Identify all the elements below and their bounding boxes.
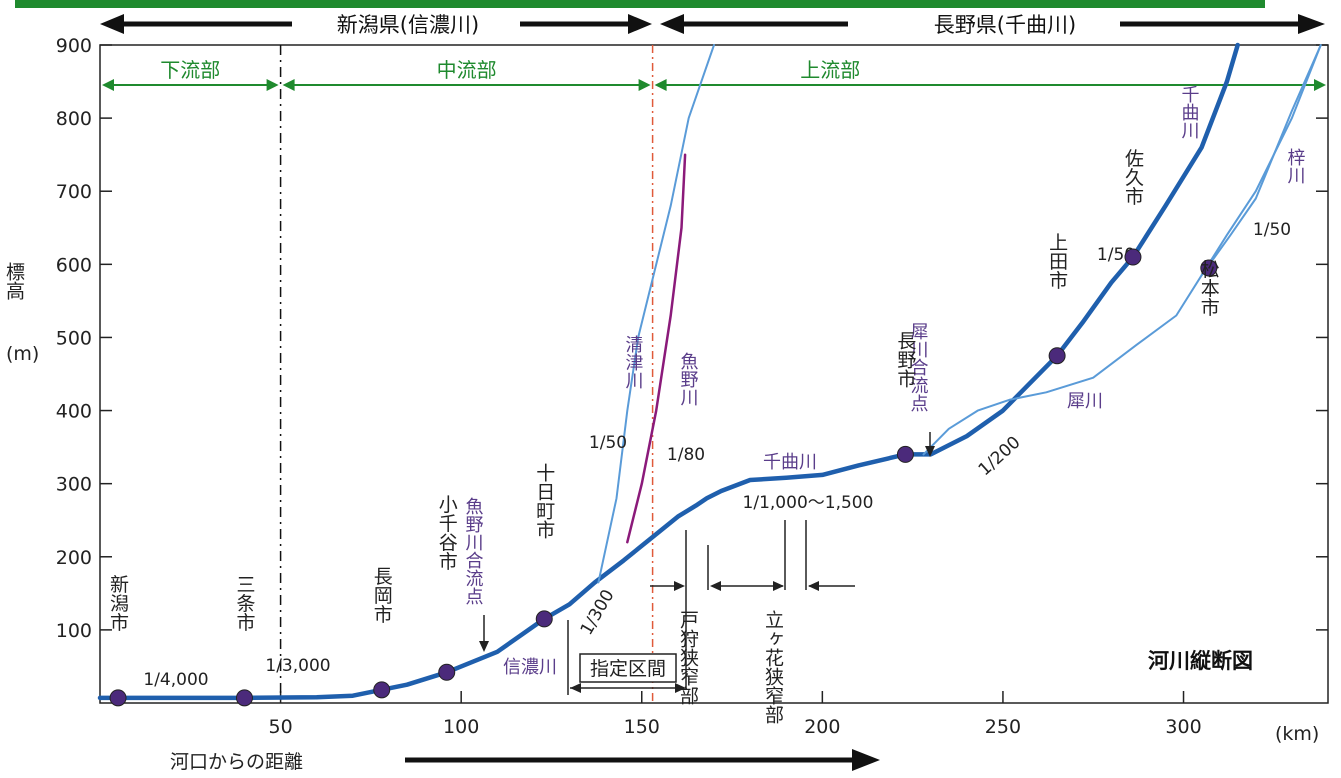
axes: 100 200 300 400 500 600 700 800 900 50 100 150 200 25… — [56, 35, 1328, 738]
slope-label: 1/200 — [975, 432, 1025, 480]
series-line-0 — [97, 452, 908, 701]
city-marker — [373, 681, 391, 699]
prefecture-label-niigata: 新潟県(信濃川) — [337, 13, 479, 37]
city-label: 三条市 — [233, 574, 255, 631]
city-label: 新潟市 — [107, 574, 129, 631]
y-tick-label: 400 — [56, 401, 92, 423]
y-axis-title: 標高 (m) — [3, 262, 39, 365]
x-tick-label: 150 — [624, 716, 660, 738]
series-line-2 — [597, 44, 715, 584]
prefecture-header: 新潟県(信濃川) 長野県(千曲川) — [100, 13, 1325, 37]
city-marker — [535, 610, 553, 628]
slope-label: 1/3,000 — [265, 656, 330, 676]
svg-text:松本市: 松本市 — [1198, 259, 1220, 316]
y-tick-label: 600 — [56, 254, 92, 276]
x-axis-arrow — [405, 749, 880, 771]
confluence-label-uono: 魚野川合流点 — [463, 497, 484, 605]
y-tick-label: 100 — [56, 620, 92, 642]
zone-label: 上流部 — [800, 58, 860, 82]
svg-text:三条市: 三条市 — [233, 574, 255, 631]
city-marker — [1048, 347, 1066, 365]
x-axis-label: 河口からの距離 — [170, 751, 303, 773]
city-label: 十日町市 — [533, 463, 555, 539]
svg-text:十日町市: 十日町市 — [533, 463, 555, 539]
x-axis-unit: (km) — [1275, 723, 1319, 745]
gorge-label-tategahana: 立ヶ花狭窄部 — [762, 610, 784, 724]
zone-0: 下流部 — [102, 58, 279, 91]
x-tick-label: 100 — [443, 716, 479, 738]
top-accent-bar — [15, 0, 1265, 8]
y-axis-label: 標高 — [3, 262, 25, 300]
city-label: 佐久市 — [1122, 148, 1144, 205]
zone-label: 下流部 — [160, 58, 220, 82]
city-marker — [438, 663, 456, 681]
x-tick-label: 200 — [804, 716, 840, 738]
y-tick-label: 900 — [56, 35, 92, 57]
series — [97, 42, 1322, 701]
slope-label: 1/80 — [667, 445, 705, 465]
city-marker — [109, 689, 127, 707]
slope-label: 1/50 — [1253, 220, 1291, 240]
x-tick-label: 50 — [268, 716, 292, 738]
series-line-1 — [903, 42, 1240, 457]
slope-label: 1/1,000～1,500 — [743, 493, 874, 513]
x-tick-label: 250 — [985, 716, 1021, 738]
city-label: 長野市 — [894, 331, 916, 388]
svg-text:佐久市: 佐久市 — [1122, 148, 1144, 205]
zones: 下流部 中流部 上流部 — [102, 58, 1326, 91]
river-label: 清津川 — [623, 335, 644, 389]
chart-title: 河川縦断図 — [1148, 649, 1253, 673]
city-label: 長岡市 — [371, 566, 393, 623]
city-marker — [1124, 248, 1142, 266]
y-tick-label: 500 — [56, 327, 92, 349]
zone-label: 中流部 — [437, 58, 497, 82]
city-marker — [896, 445, 914, 463]
city-marker — [1200, 259, 1218, 277]
y-tick-label: 300 — [56, 474, 92, 496]
slope-label: 1/50 — [589, 433, 627, 453]
y-tick-label: 700 — [56, 181, 92, 203]
river-label: 梓川 — [1285, 148, 1306, 184]
designated-section-label: 指定区間 — [590, 658, 666, 680]
svg-text:長岡市: 長岡市 — [371, 566, 393, 623]
zone-1: 中流部 — [282, 58, 651, 91]
river-label: 千曲川 — [763, 452, 817, 473]
series-line-3 — [626, 153, 687, 544]
y-axis-unit: (m) — [6, 343, 39, 365]
y-tick-label: 800 — [56, 108, 92, 130]
gorge-label-togari: 戸狩狭窄部 — [677, 610, 699, 705]
dividers — [279, 45, 654, 703]
svg-text:長野市: 長野市 — [894, 331, 916, 388]
svg-text:新潟市: 新潟市 — [107, 574, 129, 631]
series-line-4 — [922, 44, 1322, 456]
city-label: 上田市 — [1046, 232, 1068, 289]
city-marker — [235, 689, 253, 707]
confluence-label-sai: 犀川合流点 — [908, 322, 929, 412]
plot-frame — [99, 44, 1329, 704]
series-line-azusa — [1200, 44, 1322, 276]
prefecture-label-nagano: 長野県(千曲川) — [934, 13, 1076, 37]
city-label: 松本市 — [1198, 259, 1220, 316]
slope-label: 1/4,000 — [143, 670, 208, 690]
river-label: 犀川 — [1067, 391, 1103, 412]
svg-text:小千谷市: 小千谷市 — [436, 494, 458, 570]
y-tick-label: 200 — [56, 547, 92, 569]
river-label: 魚野川 — [678, 352, 699, 406]
city-label: 小千谷市 — [436, 494, 458, 570]
zone-2: 上流部 — [654, 58, 1326, 91]
river-label-upper: 千曲川 — [1179, 85, 1200, 139]
river-label: 信濃川 — [503, 657, 557, 678]
svg-text:上田市: 上田市 — [1046, 232, 1068, 289]
x-tick-label: 300 — [1165, 716, 1201, 738]
